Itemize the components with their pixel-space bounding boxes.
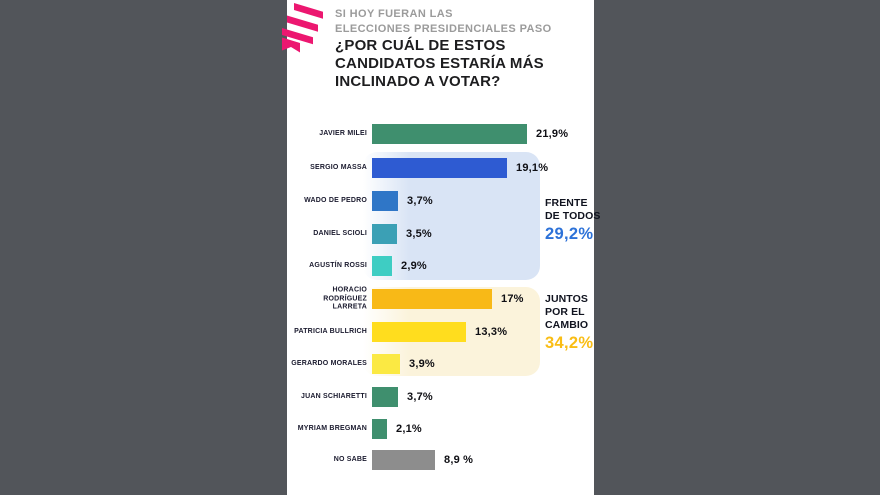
group-name-line: POR EL (545, 306, 585, 318)
poll-bar (372, 289, 492, 309)
poll-value: 21,9% (536, 128, 569, 140)
poll-value: 2,9% (401, 260, 427, 272)
group-name-line: JUNTOS (545, 293, 588, 305)
poll-value: 3,5% (406, 228, 432, 240)
poll-bar (372, 191, 398, 211)
poll-value: 3,9% (409, 358, 435, 370)
poll-value: 2,1% (396, 423, 422, 435)
poll-value: 8,9 % (444, 454, 474, 466)
group-name-line: CAMBIO (545, 319, 589, 331)
poll-row: SERGIO MASSA 19,1% (287, 158, 594, 178)
poll-row: DANIEL SCIOLI 3,5% (287, 224, 594, 244)
group-total: 29,2% (545, 225, 594, 243)
poll-row: WADO DE PEDRO 3,7% (287, 191, 594, 211)
candidate-name: DANIEL SCIOLI (313, 229, 367, 237)
group-name-line: FRENTE (545, 197, 588, 209)
poll-value: 17% (501, 293, 524, 305)
poll-row: NO SABE 8,9 % (287, 450, 594, 470)
poll-bar (372, 158, 507, 178)
poll-row: MYRIAM BREGMAN 2,1% (287, 419, 594, 439)
page-title-line: ¿POR CUÁL DE ESTOS (335, 37, 506, 54)
brand-flag-icon (282, 3, 323, 53)
group-juntos-por-el-cambio: JUNTOS POR EL CAMBIO 34,2% (545, 293, 597, 353)
poll-row: AGUSTÍN ROSSI 2,9% (287, 256, 594, 276)
poll-value: 13,3% (475, 326, 508, 338)
candidate-name: NO SABE (333, 455, 367, 463)
poll-row: HORACIO RODRÍGUEZ LARRETA 17% (287, 286, 594, 311)
poll-row: GERARDO MORALES 3,9% (287, 354, 594, 374)
candidate-name: HORACIO RODRÍGUEZ LARRETA (323, 286, 367, 311)
group-name-line: DE TODOS (545, 210, 601, 222)
survey-context-line: SI HOY FUERAN LAS (335, 8, 453, 20)
poll-bar (372, 256, 392, 276)
candidate-name: PATRICIA BULLRICH (294, 327, 367, 335)
candidate-name: GERARDO MORALES (291, 359, 367, 367)
survey-context: SI HOY FUERAN LAS ELECCIONES PRESIDENCIA… (335, 7, 552, 37)
poll-bar (372, 124, 527, 144)
poll-bar (372, 450, 435, 470)
poll-value: 3,7% (407, 195, 433, 207)
candidate-name: MYRIAM BREGMAN (297, 424, 367, 432)
poll-row: JUAN SCHIARETTI 3,7% (287, 387, 594, 407)
candidate-name: AGUSTÍN ROSSI (309, 261, 367, 269)
poll-bar (372, 322, 466, 342)
poll-bar (372, 354, 400, 374)
content-sheet: SI HOY FUERAN LAS ELECCIONES PRESIDENCIA… (282, 0, 601, 495)
candidate-name: SERGIO MASSA (310, 163, 367, 171)
poll-value: 3,7% (407, 391, 433, 403)
group-frente-de-todos: FRENTE DE TODOS 29,2% (545, 197, 601, 244)
survey-context-line: ELECCIONES PRESIDENCIALES PASO (335, 23, 552, 35)
candidate-name: JUAN SCHIARETTI (300, 392, 367, 400)
candidate-name: WADO DE PEDRO (304, 196, 367, 204)
page-title-line: CANDIDATOS ESTARÍA MÁS (335, 55, 544, 72)
poll-bar (372, 224, 397, 244)
poll-row: PATRICIA BULLRICH 13,3% (287, 322, 594, 342)
poll-bar (372, 387, 398, 407)
candidate-name: JAVIER MILEI (319, 129, 367, 137)
poll-row: JAVIER MILEI 21,9% (287, 124, 594, 144)
poll-value: 19,1% (516, 162, 549, 174)
page-title: ¿POR CUÁL DE ESTOS CANDIDATOS ESTARÍA MÁ… (335, 37, 544, 91)
poll-bar (372, 419, 387, 439)
group-total: 34,2% (545, 334, 594, 352)
page-title-line: INCLINADO A VOTAR? (335, 73, 501, 90)
